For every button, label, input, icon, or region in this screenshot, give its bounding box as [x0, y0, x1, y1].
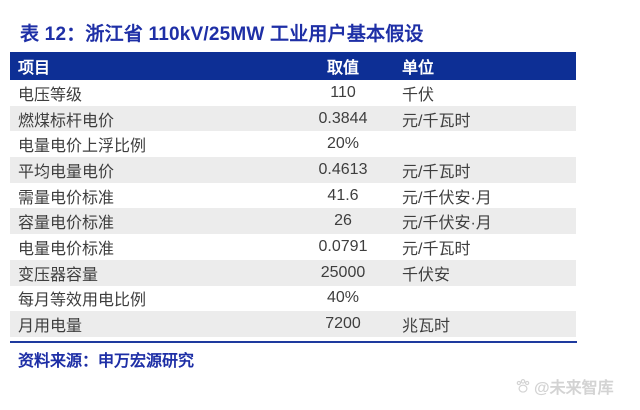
table-row: 每月等效用电比例 40% — [10, 285, 576, 312]
table-row: 电压等级 110 千伏 — [10, 80, 576, 106]
table-row: 燃煤标杆电价 0.3844 元/千瓦时 — [10, 105, 576, 132]
table-body: 电压等级 110 千伏 燃煤标杆电价 0.3844 元/千瓦时 电量电价上浮比例… — [10, 80, 576, 337]
footer-divider — [10, 341, 577, 343]
table-row: 需量电价标准 41.6 元/千伏安·月 — [10, 182, 576, 209]
cell-unit: 元/千瓦时 — [402, 240, 471, 258]
column-header-value: 取值 — [326, 60, 359, 77]
table-row: 变压器容量 25000 千伏安 — [10, 259, 576, 286]
cell-value: 26 — [334, 212, 352, 230]
watermark-text: @未来智库 — [534, 380, 614, 397]
cell-value: 0.0791 — [318, 237, 368, 255]
table-row: 月用电量 7200 兆瓦时 — [10, 311, 576, 337]
cell-unit: 兆瓦时 — [402, 318, 451, 336]
table-row: 电量电价标准 0.0791 元/千瓦时 — [10, 234, 576, 260]
cell-item: 电量电价标准 — [18, 240, 115, 258]
cell-item: 电压等级 — [18, 86, 83, 104]
cell-item: 月用电量 — [18, 318, 83, 336]
cell-unit: 元/千伏安·月 — [402, 189, 492, 207]
cell-unit: 元/千瓦时 — [402, 163, 471, 181]
cell-value: 7200 — [325, 315, 361, 333]
paw-icon — [516, 379, 530, 393]
cell-item: 平均电量电价 — [18, 163, 115, 181]
column-header-item: 项目 — [18, 60, 51, 77]
cell-item: 需量电价标准 — [18, 189, 115, 207]
cell-item: 电量电价上浮比例 — [18, 138, 147, 156]
cell-value: 0.4613 — [318, 160, 368, 178]
table-row: 平均电量电价 0.4613 元/千瓦时 — [10, 157, 576, 183]
assumptions-table: 项目 取值 单位 电压等级 110 千伏 燃煤标杆电价 0.3844 元/千瓦时… — [10, 52, 576, 337]
cell-unit: 千伏安 — [402, 266, 451, 284]
cell-item: 变压器容量 — [18, 266, 99, 284]
cell-value: 0.3844 — [318, 109, 368, 127]
cell-unit: 元/千瓦时 — [402, 112, 471, 130]
cell-value: 41.6 — [327, 186, 359, 204]
cell-unit: 元/千伏安·月 — [402, 215, 492, 233]
cell-value: 25000 — [320, 263, 366, 281]
table-header-row: 项目 取值 单位 — [10, 52, 576, 80]
cell-value: 20% — [326, 135, 360, 153]
cell-value: 40% — [326, 289, 360, 307]
table-row: 电量电价上浮比例 20% — [10, 131, 576, 158]
cell-item: 容量电价标准 — [18, 215, 115, 233]
column-header-unit: 单位 — [402, 60, 435, 77]
watermark: @未来智库 — [514, 374, 614, 398]
cell-item: 每月等效用电比例 — [18, 292, 147, 310]
cell-item: 燃煤标杆电价 — [18, 112, 115, 130]
cell-unit: 千伏 — [402, 86, 435, 104]
cell-value: 110 — [330, 83, 356, 101]
table-row: 容量电价标准 26 元/千伏安·月 — [10, 208, 576, 235]
source-note: 资料来源：申万宏源研究 — [18, 353, 195, 370]
table-title: 表 12：浙江省 110kV/25MW 工业用户基本假设 — [20, 24, 424, 45]
